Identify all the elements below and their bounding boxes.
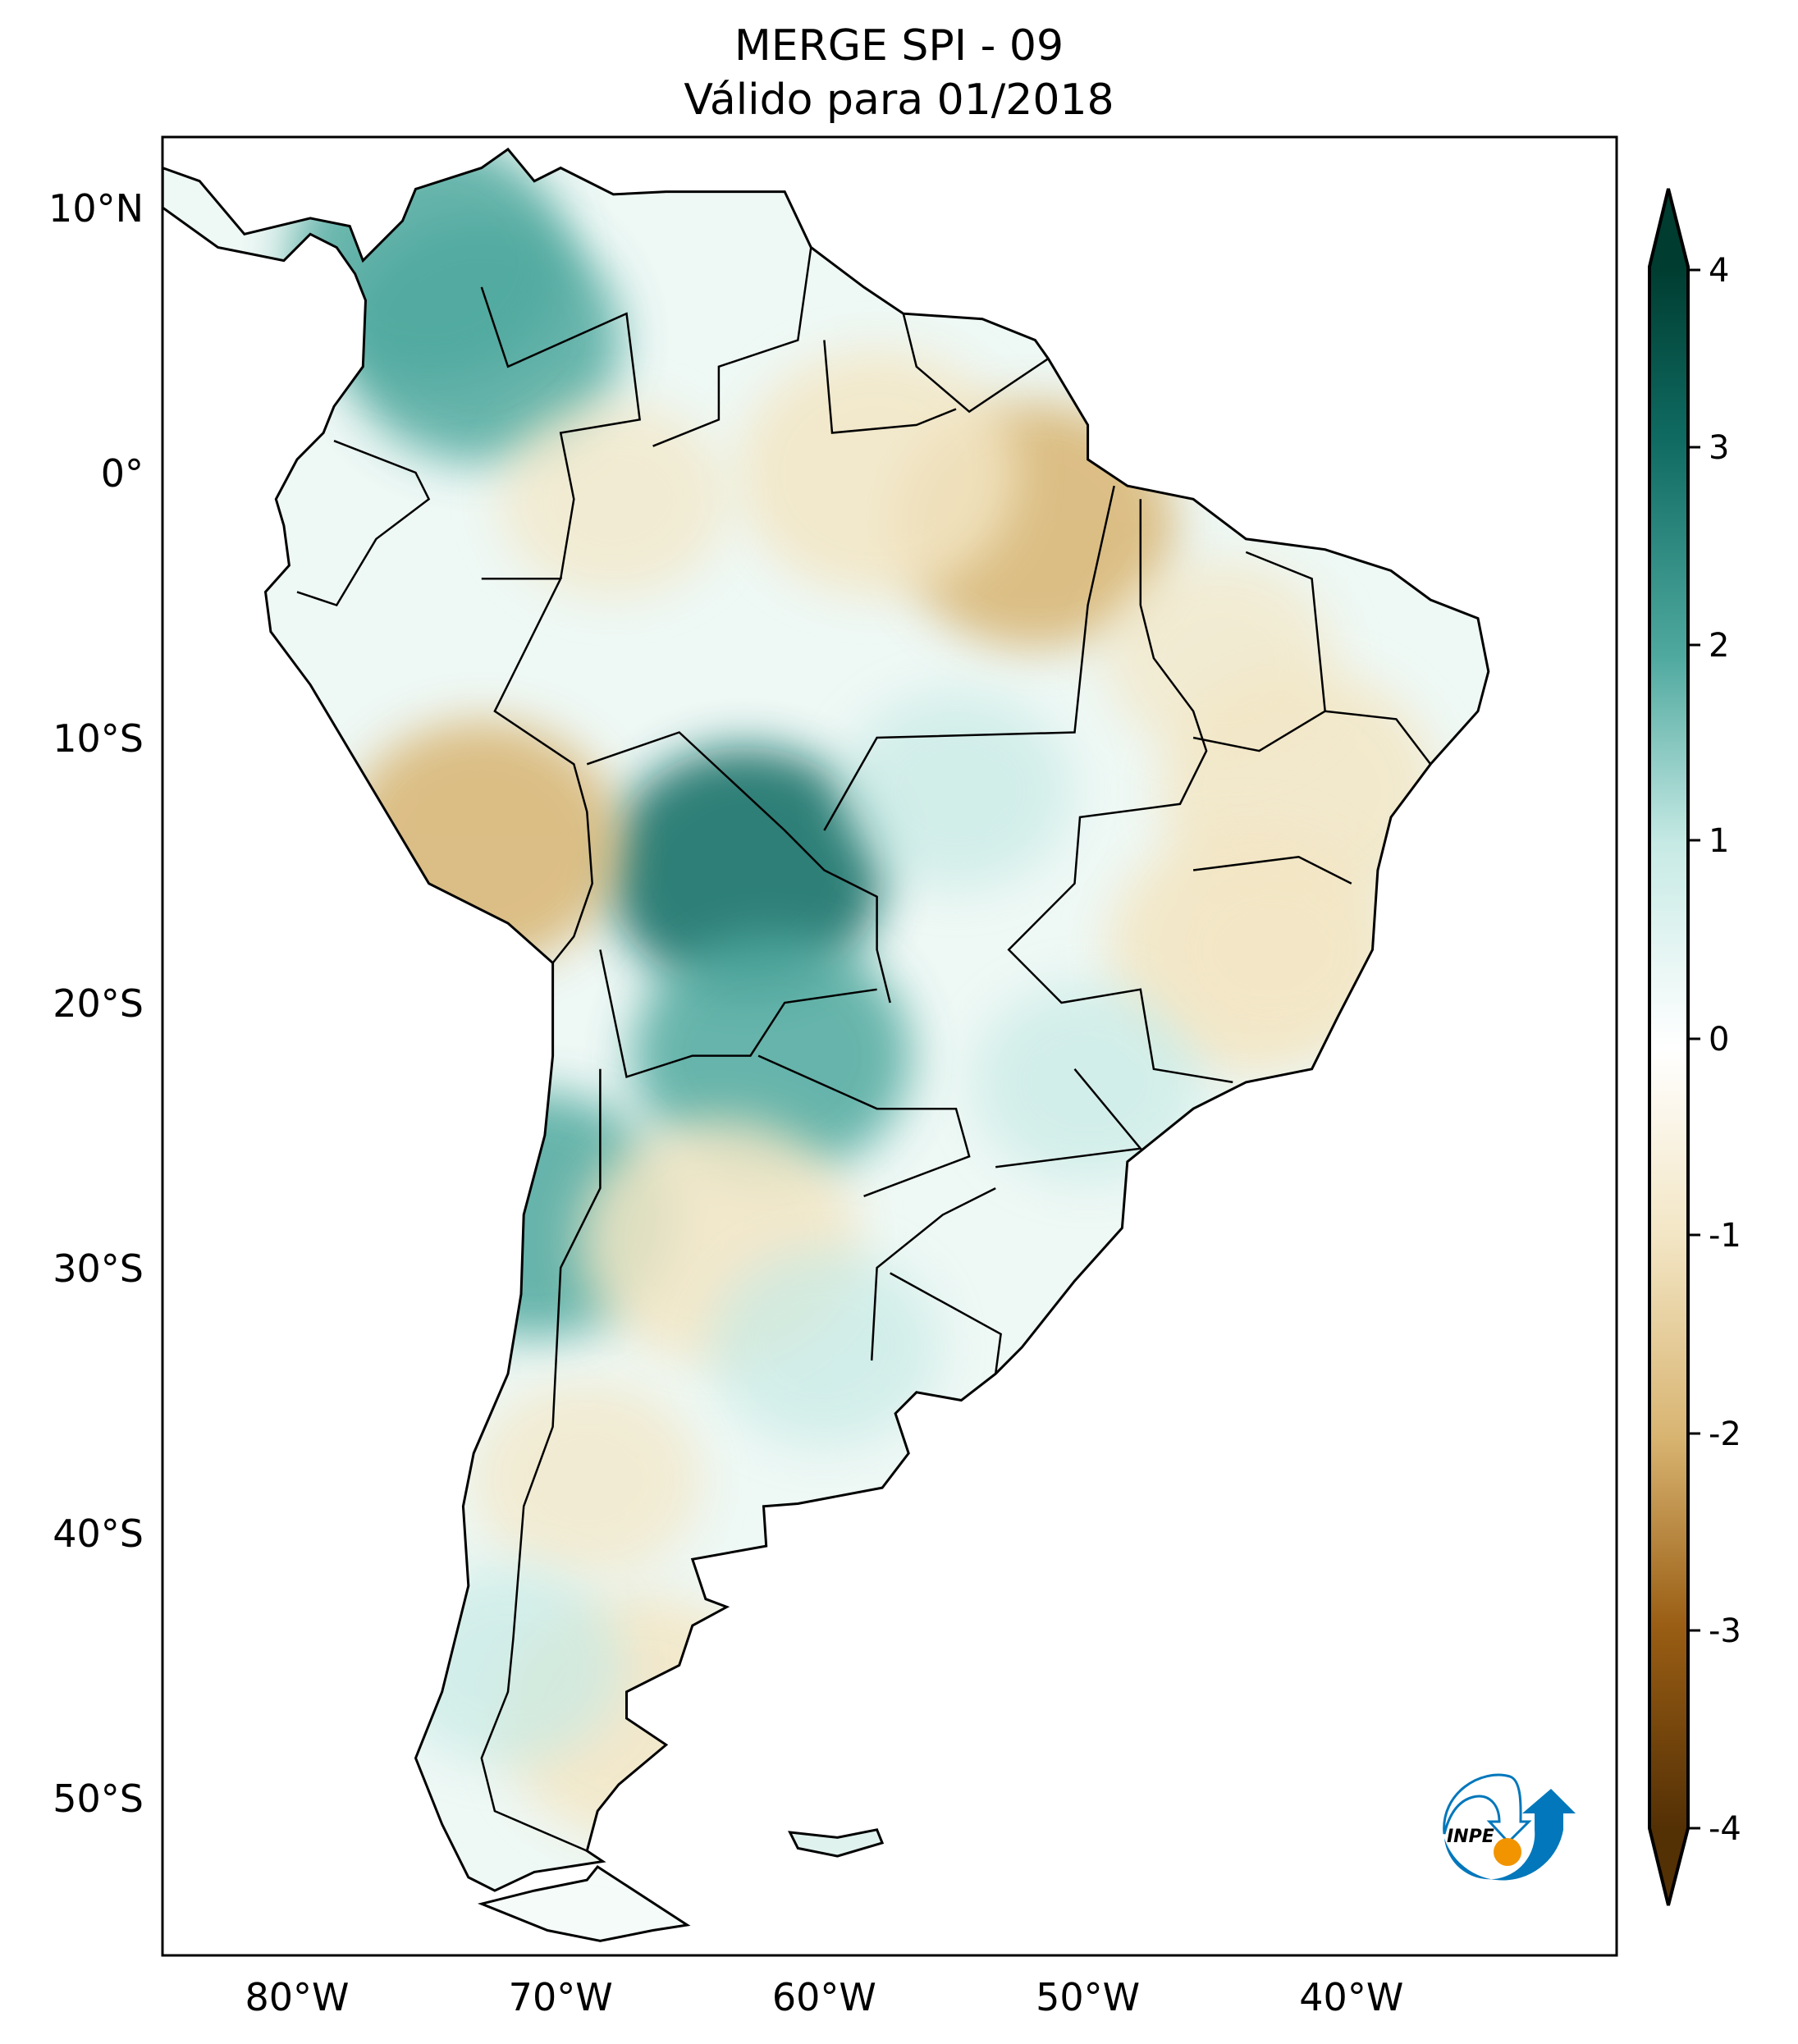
- country-state-border: [586, 731, 891, 1004]
- country-state-border: [890, 1272, 1002, 1374]
- spi-anomaly-region: [737, 350, 1017, 596]
- country-state-border: [599, 949, 877, 1079]
- logo-orbit-icon: [1443, 1773, 1532, 1845]
- x-tick-label: 50°W: [1036, 1975, 1140, 2019]
- country-state-border: [481, 577, 593, 964]
- colorbar-body: [1649, 267, 1688, 1828]
- chart-title-line-2: Válido para 01/2018: [684, 75, 1114, 125]
- colorbar: 4 3 2 1 0 -1 -2 -3 -4: [1648, 188, 1741, 1906]
- y-tick-label: 20°S: [53, 981, 144, 1026]
- colorbar-tick-label: 4: [1709, 252, 1729, 290]
- colorbar-tick-label: -2: [1709, 1415, 1741, 1453]
- colorbar-tick-label: 3: [1709, 429, 1729, 467]
- country-state-border: [296, 440, 431, 607]
- spi-anomaly-region: [498, 400, 729, 598]
- spi-anomaly-region: [841, 692, 1071, 889]
- spi-anomaly-region: [289, 149, 569, 384]
- coastline: [788, 1828, 885, 1858]
- coastline: [477, 1865, 691, 1942]
- country-state-border: [757, 1054, 971, 1197]
- y-tick-label: 10°N: [48, 186, 144, 231]
- y-tick-label: 0°: [101, 451, 144, 496]
- colorbar-tick-label: 0: [1709, 1021, 1729, 1059]
- y-tick-label: 10°S: [53, 716, 144, 761]
- spi-anomaly-region: [1105, 560, 1335, 757]
- axes: 80°W 70°W 60°W 50°W 40°W 10°N 0° 10°S 20°S 30°S 40…: [48, 186, 1403, 2019]
- y-tick-label: 30°S: [53, 1246, 144, 1291]
- spi-anomaly-region: [341, 720, 621, 967]
- spi-field: [289, 149, 1439, 1842]
- spi-anomaly-region: [392, 1566, 623, 1764]
- x-tick-label: 40°W: [1299, 1975, 1403, 2019]
- country-state-border: [995, 1068, 1143, 1168]
- logo-arrow-icon: [1444, 1789, 1576, 1881]
- x-tick-label: 80°W: [245, 1975, 349, 2019]
- country-state-border: [1192, 856, 1352, 885]
- borders-layer: [161, 147, 1490, 1942]
- spi-anomaly-region: [606, 747, 885, 994]
- x-tick-label: 60°W: [772, 1975, 876, 2019]
- country-state-border: [1007, 499, 1233, 1084]
- colorbar-tick-label: -4: [1709, 1810, 1741, 1848]
- country-state-border: [480, 286, 641, 579]
- country-state-border: [902, 313, 1050, 414]
- colorbar-tick-label: 1: [1709, 822, 1729, 860]
- country-state-border: [823, 340, 957, 434]
- country-state-border: [480, 1068, 602, 1852]
- colorbar-extend-max: [1649, 189, 1688, 267]
- spi-anomaly-region: [972, 983, 1203, 1181]
- spi-anomaly-region: [1157, 851, 1388, 1049]
- colorbar-tick-label: -1: [1709, 1217, 1741, 1255]
- map-frame: [161, 135, 1618, 1957]
- tierra-del-fuego: [481, 1867, 688, 1941]
- y-tick-label: 40°S: [53, 1511, 144, 1556]
- coastline: [161, 147, 1490, 1892]
- colorbar-tick-label: 2: [1709, 627, 1729, 665]
- x-tick-label: 70°W: [509, 1975, 613, 2019]
- country-state-border: [652, 247, 812, 447]
- colorbar-extend-min: [1649, 1828, 1688, 1905]
- chart-title-line-1: MERGE SPI - 09: [734, 21, 1064, 71]
- spi-anomaly-region: [472, 1381, 702, 1579]
- country-state-border: [870, 1187, 996, 1361]
- colorbar-tick-label: -3: [1709, 1612, 1741, 1650]
- inpe-logo: INPE: [1443, 1773, 1576, 1881]
- y-tick-label: 50°S: [53, 1776, 144, 1821]
- logo-text: INPE: [1447, 1827, 1494, 1847]
- spi-anomaly-region: [709, 1248, 940, 1446]
- country-state-border: [1324, 710, 1432, 766]
- logo-sun-icon: [1494, 1838, 1521, 1866]
- country-state-border: [823, 485, 1115, 831]
